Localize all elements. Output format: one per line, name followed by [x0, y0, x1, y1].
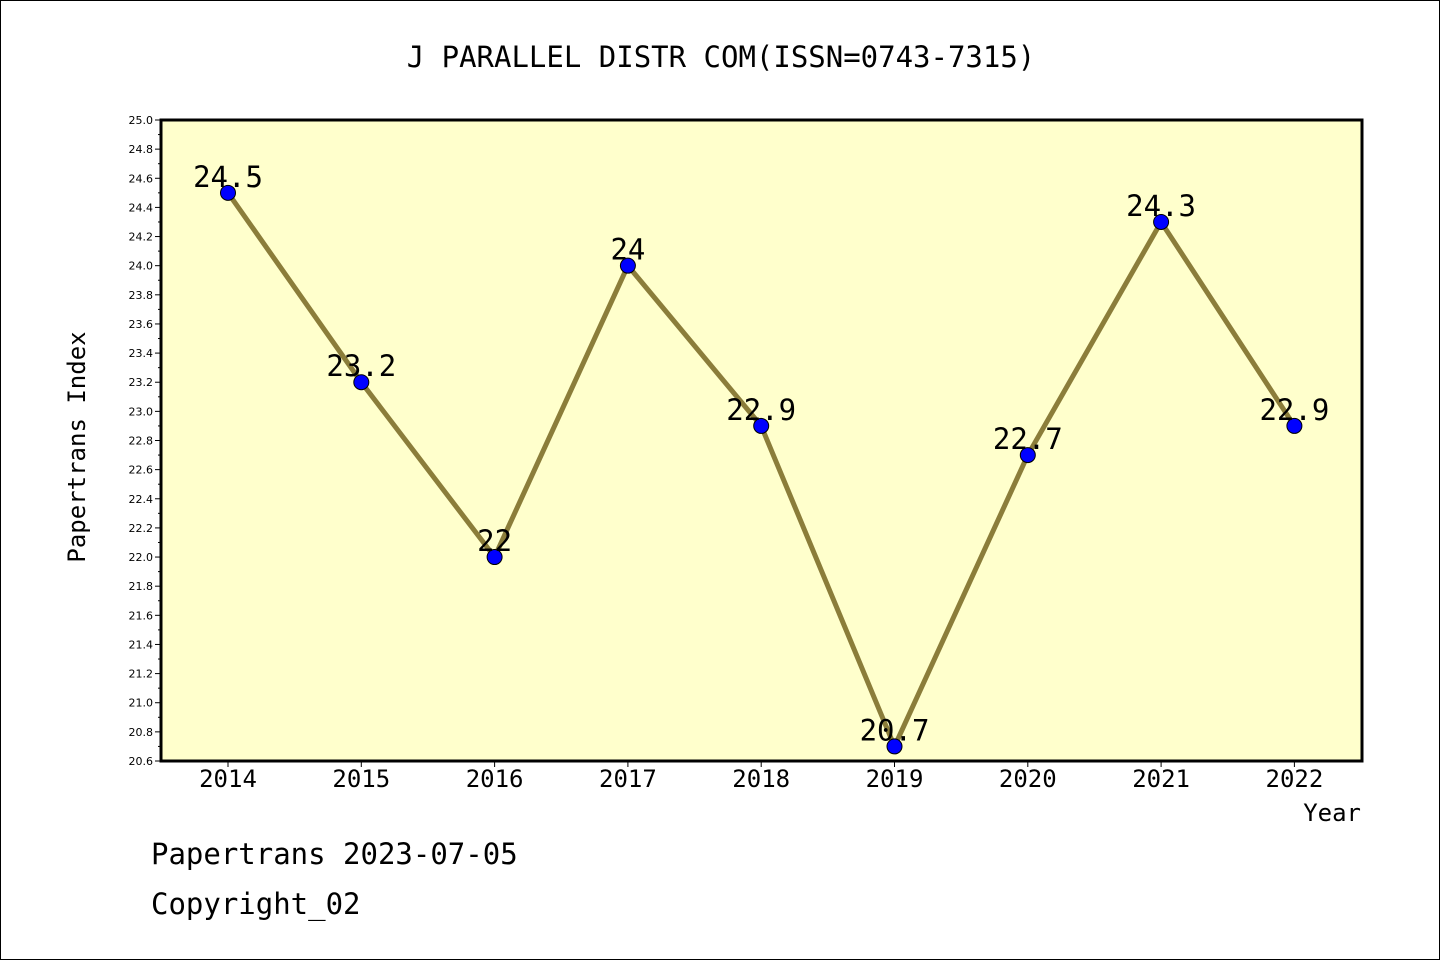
data-label: 23.2 [326, 349, 396, 383]
data-point-2019 [886, 738, 903, 755]
y-tick-label: 22.6 [129, 464, 154, 477]
y-tick-label: 23.8 [129, 289, 154, 302]
data-label: 22 [477, 524, 512, 558]
x-tick-label: 2015 [332, 765, 390, 793]
x-tick-label: 2018 [732, 765, 790, 793]
y-tick-label: 24.4 [129, 201, 154, 214]
data-label: 24.3 [1126, 189, 1196, 223]
data-point-2016 [486, 549, 503, 566]
y-tick-label: 23.6 [129, 318, 154, 331]
y-tick-label: 21.8 [129, 580, 154, 593]
x-tick-label: 2022 [1266, 765, 1324, 793]
y-tick-label: 24.2 [129, 231, 154, 244]
footer-date: Papertrans 2023-07-05 [151, 837, 518, 871]
data-labels: 24.5 23.2 22 24 22.9 20.7 22.7 24.3 22.9 [193, 160, 1329, 748]
data-point-2018 [753, 417, 770, 434]
y-tick-label: 22.4 [129, 493, 154, 506]
y-axis-label: Papertrans Index [63, 331, 91, 562]
y-tick-label: 25.0 [129, 114, 154, 127]
data-label: 22.9 [1259, 393, 1329, 427]
y-tick-label: 21.0 [129, 697, 154, 710]
y-tick-label: 24.0 [129, 260, 154, 273]
footer-copyright: Copyright_02 [151, 887, 361, 921]
x-axis: 2014 2015 2016 2017 2018 2019 2020 2021 2022 [199, 761, 1323, 793]
y-tick-label: 24.8 [129, 143, 154, 156]
y-tick-label: 22.8 [129, 435, 154, 448]
data-point-2015 [353, 374, 370, 391]
data-label: 24.5 [193, 160, 263, 194]
data-point-2017 [619, 257, 636, 274]
y-tick-label: 20.8 [129, 726, 154, 739]
data-label: 22.9 [726, 393, 796, 427]
x-tick-label: 2017 [599, 765, 657, 793]
y-tick-label: 21.2 [129, 668, 154, 681]
y-tick-label: 23.4 [129, 347, 154, 360]
chart-title: J PARALLEL DISTR COM(ISSN=0743-7315) [407, 40, 1036, 74]
x-tick-label: 2020 [999, 765, 1057, 793]
data-point-2014 [220, 184, 236, 201]
y-tick-label: 23.2 [129, 376, 154, 389]
data-label: 24 [610, 233, 645, 267]
data-point-2022 [1286, 417, 1303, 434]
data-point-2021 [1153, 213, 1170, 230]
x-axis-label: Year [1303, 799, 1361, 827]
y-tick-label: 20.6 [129, 755, 154, 768]
x-tick-label: 2016 [466, 765, 524, 793]
y-tick-label: 21.4 [129, 638, 154, 651]
y-tick-label: 23.0 [129, 405, 154, 418]
data-point-2020 [1019, 447, 1036, 464]
y-tick-label: 24.6 [129, 172, 154, 185]
series-line [220, 184, 1303, 755]
x-tick-label: 2021 [1132, 765, 1190, 793]
x-tick-label: 2019 [866, 765, 924, 793]
data-label: 22.7 [993, 422, 1063, 456]
y-tick-label: 22.2 [129, 522, 154, 535]
y-tick-label: 22.0 [129, 551, 154, 564]
y-tick-label: 21.6 [129, 609, 154, 622]
y-axis: 20.6 20.8 21.0 21.2 21.4 21.6 21.8 22.0 22.2 22.4… [129, 114, 161, 768]
x-tick-label: 2014 [199, 765, 257, 793]
data-label: 20.7 [860, 713, 930, 747]
